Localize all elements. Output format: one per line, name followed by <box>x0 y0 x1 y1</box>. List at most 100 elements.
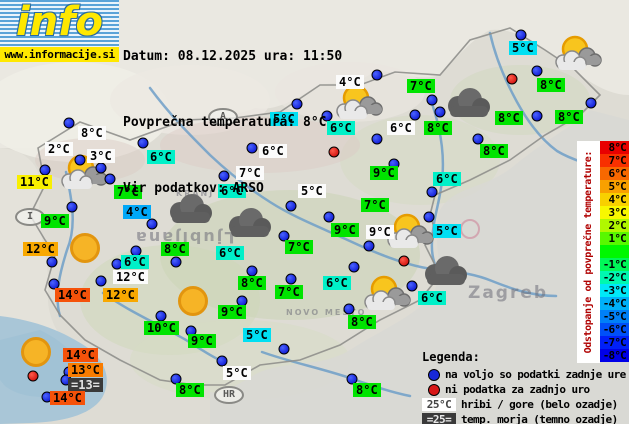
station-dot-data-available <box>423 211 435 223</box>
scale-band: 7°C <box>600 154 629 167</box>
legend-item: na voljo so podatki zadnje ure <box>422 367 626 382</box>
station-dot-data-available <box>95 275 107 287</box>
sun-icon <box>68 231 102 269</box>
station-temperature-label: 8°C <box>176 383 204 397</box>
scale-band: -2°C <box>600 271 629 284</box>
station-temperature-label: 5°C <box>509 41 537 55</box>
scale-band: 2°C <box>600 219 629 232</box>
station-dot-data-available <box>531 110 543 122</box>
station-temperature-label: 6°C <box>323 276 351 290</box>
station-dot-data-available <box>434 106 446 118</box>
station-temperature-label: 4°C <box>336 75 364 89</box>
station-dot-data-available <box>246 265 258 277</box>
station-temperature-label: 7°C <box>114 185 142 199</box>
station-temperature-label: 6°C <box>216 246 244 260</box>
station-temperature-label: 6°C <box>259 144 287 158</box>
scale-title: Odstopanje od povprečne temperature: <box>583 150 594 354</box>
station-dot-data-available <box>63 117 75 129</box>
station-temperature-label: 6°C <box>121 255 149 269</box>
country-sign-a: A <box>208 108 238 126</box>
legend-item: ni podatka za zadnjo uro <box>422 382 626 397</box>
legend-item: 25°C hribi / gore (belo ozadje) <box>422 397 626 412</box>
station-temperature-label: 10°C <box>144 321 179 335</box>
station-temperature-label: 8°C <box>480 144 508 158</box>
sun-cloud-icon <box>381 212 437 256</box>
scale-band: 1°C <box>600 232 629 245</box>
station-temperature-label: 14°C <box>63 348 98 362</box>
country-sign-i: I <box>15 208 45 226</box>
legend-item-text: na voljo so podatki zadnje ure <box>445 368 626 381</box>
station-dot-data-available <box>371 133 383 145</box>
legend-box-icon: 25°C <box>422 398 456 411</box>
station-temperature-label: 6°C <box>418 291 446 305</box>
scale-band: -7°C <box>600 336 629 349</box>
station-dot-data-available <box>155 310 167 322</box>
place-label: KRANJ <box>176 189 215 198</box>
station-temperature-label: 8°C <box>353 383 381 397</box>
station-temperature-label: 9°C <box>188 334 216 348</box>
station-dot-data-available <box>218 170 230 182</box>
station-temperature-label: 5°C <box>243 328 271 342</box>
station-dot-data-available <box>585 97 597 109</box>
station-temperature-label: 12°C <box>113 270 148 284</box>
station-dot-no-data <box>328 146 340 158</box>
scale-band: 8°C <box>600 141 629 154</box>
station-dot-data-available <box>39 164 51 176</box>
station-dot-data-available <box>246 142 258 154</box>
station-temperature-label: 13°C <box>68 363 103 377</box>
dark-cloud-icon <box>164 194 216 232</box>
station-dot-data-available <box>48 278 60 290</box>
legend-item-text: hribi / gore (belo ozadje) <box>461 398 618 411</box>
station-dot-data-available <box>531 65 543 77</box>
station-temperature-label: 9°C <box>370 166 398 180</box>
header: Datum: 08.12.2025 ura: 11:50 Povprečna t… <box>123 2 342 244</box>
scale-band: -8°C <box>600 349 629 362</box>
station-dot-data-available <box>323 211 335 223</box>
station-temperature-label: =13= <box>68 378 103 392</box>
header-date-time: Datum: 08.12.2025 ura: 11:50 <box>123 49 343 64</box>
legend-box-icon: =25= <box>422 413 456 424</box>
station-temperature-label: 12°C <box>23 242 58 256</box>
station-temperature-label: 7°C <box>275 285 303 299</box>
logo[interactable]: info www.informacije.si <box>0 0 119 62</box>
scale-band: 4°C <box>600 193 629 206</box>
header-data-source: Vir podatkov: ARSO <box>123 181 264 196</box>
logo-info-text: info <box>0 0 119 47</box>
station-temperature-label: 5°C <box>433 224 461 238</box>
scale-band: 6°C <box>600 167 629 180</box>
station-dot-data-available <box>104 173 116 185</box>
station-temperature-label: 6°C <box>147 150 175 164</box>
sun-cloud-icon <box>358 274 414 318</box>
sun-cloud-icon <box>330 83 386 127</box>
station-dot-data-available <box>371 69 383 81</box>
station-temperature-label: 6°C <box>327 121 355 135</box>
station-temperature-label: 6°C <box>218 184 246 198</box>
scale-band: -1°C <box>600 258 629 271</box>
scale-band: 5°C <box>600 180 629 193</box>
station-dot-no-data <box>506 73 518 85</box>
logo-url-link[interactable]: www.informacije.si <box>0 47 119 62</box>
station-dot-data-available <box>285 200 297 212</box>
station-temperature-label: 8°C <box>78 126 106 140</box>
sun-icon <box>19 335 53 373</box>
station-temperature-label: 14°C <box>55 288 90 302</box>
station-temperature-label: 8°C <box>161 242 189 256</box>
country-sign-hr: HR <box>214 386 244 404</box>
station-temperature-label: 8°C <box>238 276 266 290</box>
station-dot-data-available <box>74 154 86 166</box>
scale-band: -6°C <box>600 323 629 336</box>
station-dot-data-available <box>66 201 78 213</box>
station-temperature-label: 6°C <box>433 172 461 186</box>
station-dot-data-available <box>406 280 418 292</box>
station-dot-data-available <box>278 230 290 242</box>
station-temperature-label: 9°C <box>41 214 69 228</box>
station-dot-data-available <box>426 186 438 198</box>
station-temperature-label: 4°C <box>123 205 151 219</box>
station-temperature-label: 8°C <box>537 78 565 92</box>
scale-band: -4°C <box>600 297 629 310</box>
station-temperature-label: 9°C <box>331 223 359 237</box>
station-dot-data-available <box>95 162 107 174</box>
scale-band: -5°C <box>600 310 629 323</box>
